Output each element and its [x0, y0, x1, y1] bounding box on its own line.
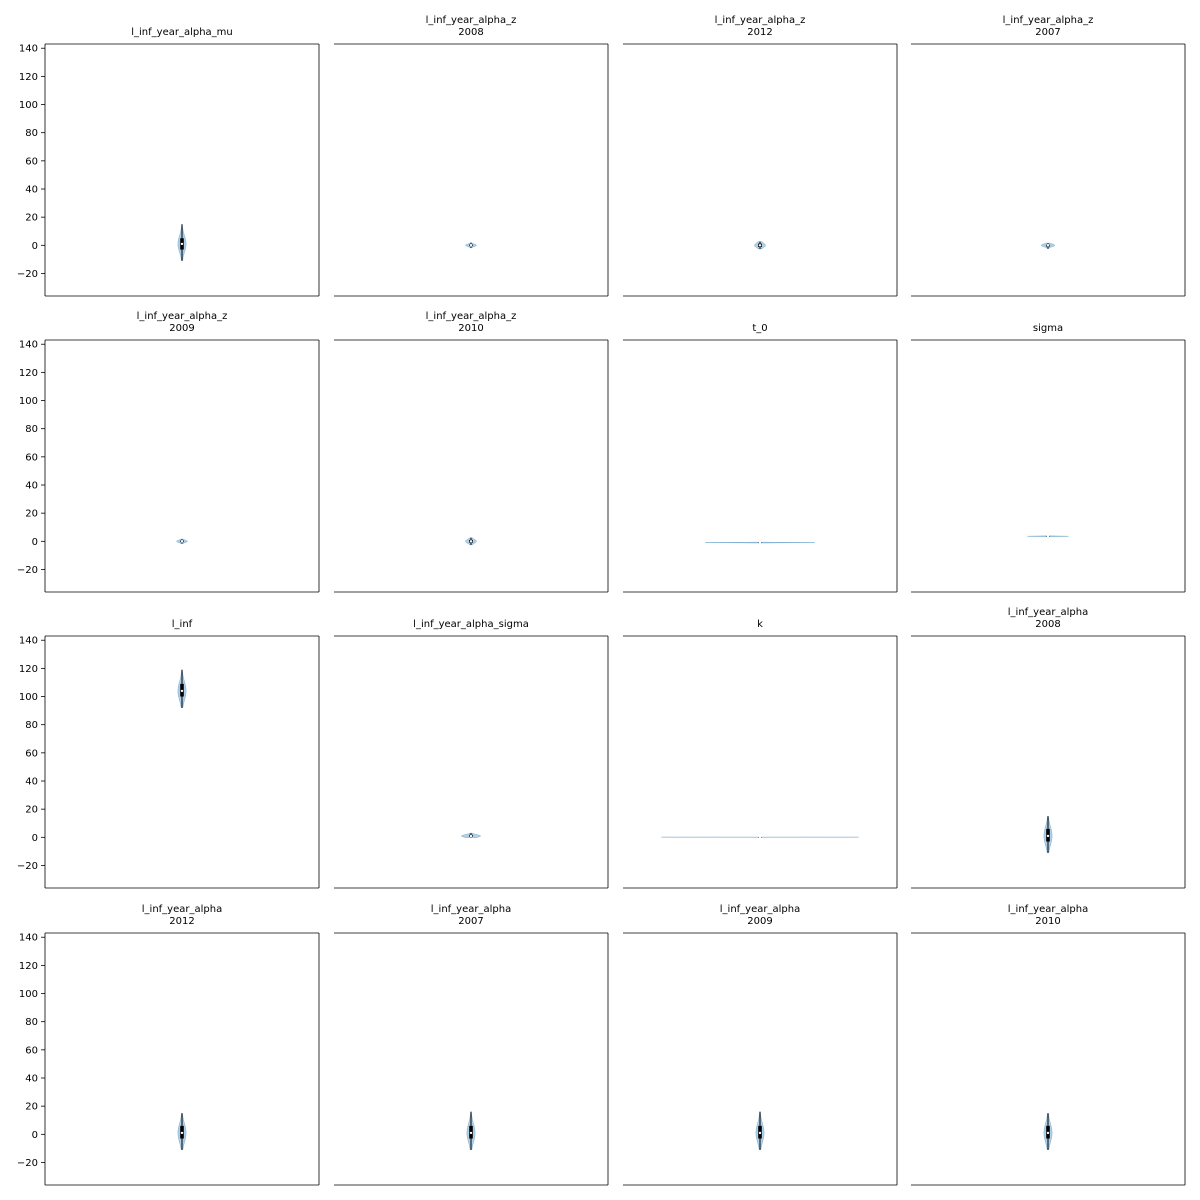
- subplot-subtitle: 2008: [458, 27, 483, 38]
- subplot-subtitle: 2007: [458, 916, 483, 927]
- y-tick-label: 0: [32, 833, 38, 844]
- subplot-subtitle: 2010: [458, 323, 483, 334]
- median-marker: [1046, 1131, 1050, 1135]
- y-tick-label: 100: [19, 100, 38, 111]
- subplot-title: l_inf_year_alpha_z: [715, 15, 806, 26]
- subplot-title: l_inf_year_alpha_z: [137, 311, 228, 322]
- subplot-title: k: [757, 619, 763, 630]
- y-tick-label: 20: [25, 213, 38, 224]
- median-marker: [180, 689, 184, 693]
- median-marker: [469, 244, 473, 247]
- y-tick-label: 40: [25, 185, 38, 196]
- subplot-panel: k: [623, 619, 898, 889]
- subplot-title: l_inf_year_alpha_z: [426, 311, 517, 322]
- median-marker: [180, 1131, 184, 1135]
- y-tick-label: −20: [17, 565, 38, 576]
- y-tick-label: 0: [32, 241, 38, 252]
- y-tick-label: 60: [25, 452, 38, 463]
- y-tick-label: 100: [19, 692, 38, 703]
- subplot-subtitle: 2010: [1035, 916, 1060, 927]
- median-marker: [469, 834, 473, 838]
- median-marker: [469, 540, 473, 543]
- median-marker: [1046, 535, 1050, 538]
- y-tick-label: 40: [25, 481, 38, 492]
- subplot-subtitle: 2009: [169, 323, 194, 334]
- y-tick-label: 140: [19, 636, 38, 647]
- median-marker: [758, 541, 762, 544]
- median-marker: [180, 540, 184, 543]
- y-tick-label: 60: [25, 156, 38, 167]
- subplot-panel: sigma: [911, 323, 1186, 593]
- median-marker: [180, 242, 184, 246]
- subplot-subtitle: 2012: [169, 916, 194, 927]
- subplot-title: l_inf_year_alpha: [1008, 904, 1088, 915]
- y-tick-label: 120: [19, 72, 38, 83]
- y-tick-label: 120: [19, 961, 38, 972]
- subplot-title: l_inf_year_alpha: [720, 904, 800, 915]
- y-tick-label: 60: [25, 748, 38, 759]
- y-tick-label: 120: [19, 368, 38, 379]
- y-tick-label: 60: [25, 1045, 38, 1056]
- y-tick-label: 100: [19, 989, 38, 1000]
- y-tick-label: 20: [25, 1102, 38, 1113]
- subplot-panel: l_inf_year_alpha_sigma: [334, 619, 609, 889]
- subplot-title: t_0: [752, 323, 767, 334]
- y-tick-label: 140: [19, 933, 38, 944]
- subplot-title: l_inf_year_alpha_mu: [131, 27, 233, 38]
- subplot-subtitle: 2012: [747, 27, 772, 38]
- subplot-title: l_inf_year_alpha_sigma: [413, 619, 529, 630]
- subplot-title: l_inf_year_alpha: [431, 904, 511, 915]
- y-tick-label: 100: [19, 396, 38, 407]
- subplot-subtitle: 2007: [1035, 27, 1060, 38]
- y-tick-label: 80: [25, 1017, 38, 1028]
- subplot-title: sigma: [1033, 323, 1063, 334]
- median-marker: [469, 1131, 473, 1135]
- subplot-subtitle: 2008: [1035, 619, 1060, 630]
- median-marker: [758, 835, 762, 839]
- subplot-title: l_inf: [172, 619, 193, 630]
- y-tick-label: 20: [25, 805, 38, 816]
- median-marker: [1046, 834, 1050, 838]
- y-tick-label: 0: [32, 537, 38, 548]
- y-tick-label: 140: [19, 340, 38, 351]
- subplot-title: l_inf_year_alpha: [142, 904, 222, 915]
- y-tick-label: −20: [17, 1158, 38, 1169]
- subplot-title: l_inf_year_alpha_z: [1003, 15, 1094, 26]
- median-marker: [758, 244, 762, 247]
- subplot-panel: l_inf_year_alpha_mu −20 0 20 40 60 80 100 120 140: [17, 27, 320, 297]
- y-tick-label: 0: [32, 1130, 38, 1141]
- y-tick-label: 80: [25, 128, 38, 139]
- y-tick-label: −20: [17, 269, 38, 280]
- y-tick-label: 80: [25, 424, 38, 435]
- y-tick-label: 120: [19, 664, 38, 675]
- y-tick-label: 80: [25, 720, 38, 731]
- y-tick-label: 20: [25, 509, 38, 520]
- subplot-panel: t_0: [623, 323, 898, 593]
- subplot-subtitle: 2009: [747, 916, 772, 927]
- subplot-title: l_inf_year_alpha_z: [426, 15, 517, 26]
- median-marker: [1046, 244, 1050, 247]
- y-tick-label: −20: [17, 861, 38, 872]
- median-marker: [758, 1131, 762, 1135]
- y-tick-label: 140: [19, 44, 38, 55]
- y-tick-label: 40: [25, 777, 38, 788]
- subplot-title: l_inf_year_alpha: [1008, 607, 1088, 618]
- subplot-panel: l_inf −20 0 20 40 60 80 100 120 140: [17, 619, 320, 889]
- y-tick-label: 40: [25, 1074, 38, 1085]
